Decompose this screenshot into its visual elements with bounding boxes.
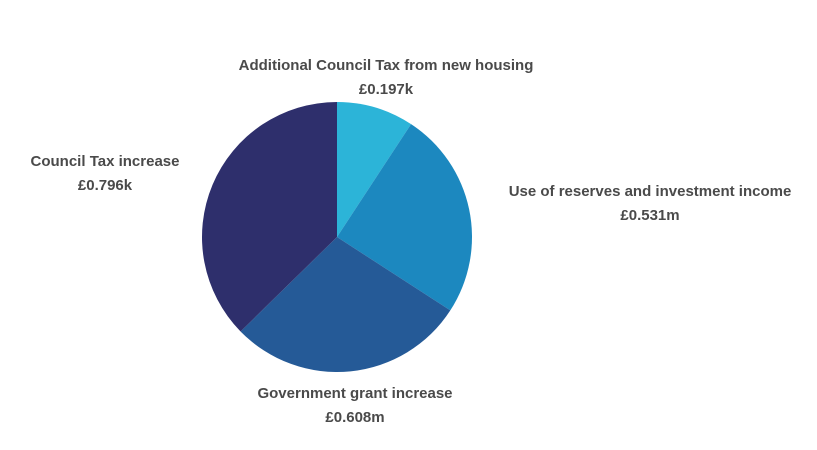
slice-name: Council Tax increase [30,153,180,170]
slice-value: £0.796k [77,177,133,194]
slice-value: £0.608m [325,409,385,426]
slice-label-additional-council-tax: Additional Council Tax from new housing … [239,54,534,102]
pie-slice-3 [201,102,337,332]
slice-label-reserves-investment: Use of reserves and investment income £0… [509,180,792,228]
pie-slice-2 [240,237,451,372]
pie-slice-1 [337,124,472,311]
slice-label-government-grant: Government grant increase £0.608m [257,382,452,430]
pie-slice-0 [337,102,412,237]
slice-label-council-tax-increase: Council Tax increase £0.796k [31,150,180,198]
slice-value: £0.531m [620,207,680,224]
slice-name: Additional Council Tax from new housing [238,57,534,74]
slice-name: Use of reserves and investment income [508,183,792,200]
slice-value: £0.197k [358,81,414,98]
slice-name: Government grant increase [257,385,453,402]
